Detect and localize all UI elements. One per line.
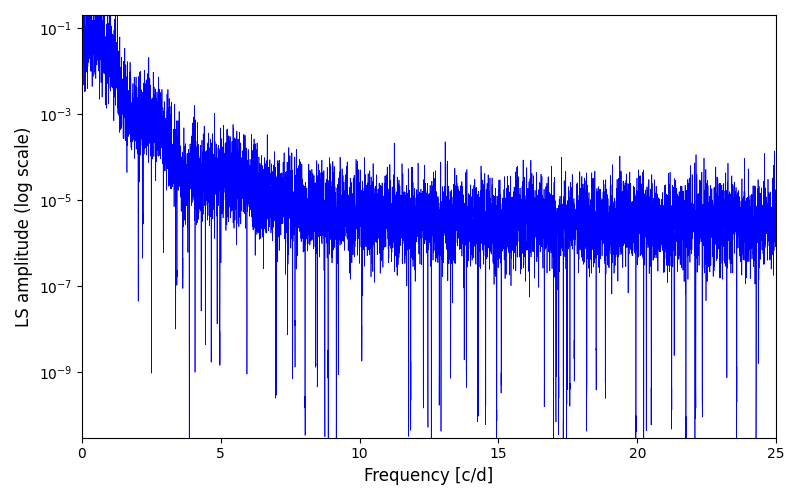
Y-axis label: LS amplitude (log scale): LS amplitude (log scale): [15, 126, 33, 326]
X-axis label: Frequency [c/d]: Frequency [c/d]: [364, 467, 494, 485]
